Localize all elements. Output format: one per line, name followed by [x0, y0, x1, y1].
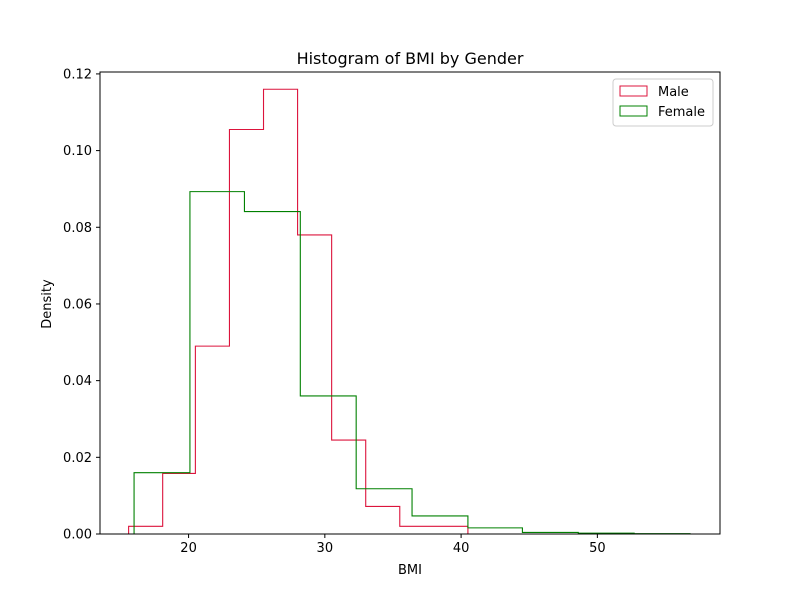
- histogram-male: [128, 88, 469, 534]
- plot-frame: [99, 71, 721, 535]
- series-layer: [128, 88, 691, 535]
- x-tick-label: 50: [589, 541, 606, 556]
- y-tick-label: 0.02: [63, 451, 92, 466]
- y-axis-label: Density: [40, 279, 55, 329]
- y-tick-label: 0.00: [63, 528, 92, 543]
- legend-item-male: Male: [619, 85, 689, 100]
- ticks-layer: 20 30 40 50 0.00 0.02 0.04 0.06 0.08 0.10 0.12: [63, 67, 606, 556]
- histogram-female: [133, 191, 691, 535]
- legend-swatch-female: [619, 105, 648, 117]
- legend-swatch-male: [619, 85, 648, 97]
- x-axis-label: BMI: [398, 563, 422, 578]
- legend-label-female: Female: [658, 105, 705, 120]
- legend: Male Female: [612, 78, 714, 127]
- y-tick-label: 0.12: [63, 67, 92, 82]
- x-tick-label: 40: [453, 541, 470, 556]
- y-tick-label: 0.08: [63, 221, 92, 236]
- legend-item-female: Female: [619, 105, 705, 120]
- y-tick-label: 0.10: [63, 144, 92, 159]
- legend-box: [612, 78, 714, 127]
- x-tick-label: 20: [180, 541, 197, 556]
- x-tick-label: 30: [317, 541, 334, 556]
- y-tick-label: 0.04: [63, 374, 92, 389]
- y-tick-label: 0.06: [63, 297, 92, 312]
- chart-title: Histogram of BMI by Gender: [297, 49, 524, 68]
- legend-label-male: Male: [658, 85, 689, 100]
